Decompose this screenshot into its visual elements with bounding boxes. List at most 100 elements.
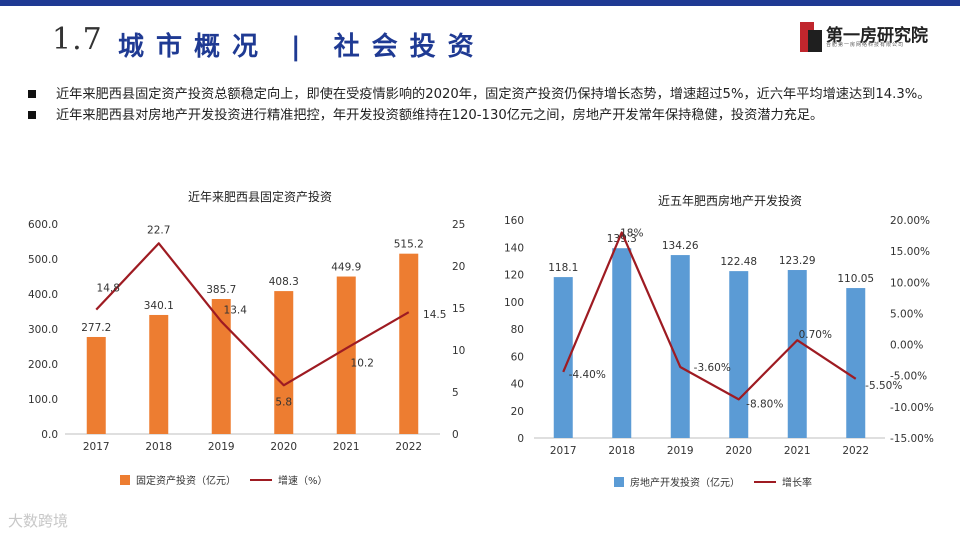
y-left-tick-label: 60 [511,351,524,363]
logo-text: 第一房研究院 [826,26,928,46]
x-tick-label: 2018 [145,441,172,453]
watermark-text: 大数跨境 [8,512,69,530]
summary-bullets: 近年来肥西县固定资产投资总额稳定向上，即使在受疫情影响的2020年，固定资产投资… [28,84,940,126]
legend-bar-label: 房地产开发投资（亿元） [630,478,740,489]
y-right-tick-label: 10.00% [890,277,930,289]
y-right-tick-label: -5.00% [890,371,927,383]
bar-value-label: 277.2 [81,322,111,334]
y-right-tick-label: -15.00% [890,433,934,445]
x-tick-label: 2022 [842,445,869,457]
y-right-tick-label: 15 [452,303,465,315]
bar [86,336,106,434]
y-left-tick-label: 80 [511,324,524,336]
legend-line-swatch [250,478,272,481]
bar [553,277,573,438]
bar-value-label: 449.9 [331,262,361,274]
line-value-label: 13.4 [224,304,248,316]
page-title: 城市概况 | 社会投资 [118,32,486,62]
line-value-label: -3.60% [694,362,731,374]
line-value-label: -4.40% [569,369,606,381]
bar-value-label: 118.1 [548,262,578,274]
bullet-square-icon [28,90,36,98]
line-value-label: 14.8 [97,283,120,295]
line-value-label: -8.80% [746,398,783,410]
y-left-tick-label: 600.0 [28,219,58,231]
series-line [562,231,857,401]
x-tick-label: 2018 [608,445,635,457]
legend-bar-label: 固定资产投资（亿元） [136,476,236,487]
y-left-tick-label: 0.0 [41,429,58,441]
chart1-svg: 0.0 100.0 200.0 300.0 400.0 500.0 600.0 0 5 10 15 2… [28,219,465,453]
y-left-tick-label: 120 [504,270,524,282]
y-right-tick-label: 0 [452,429,459,441]
bar [846,288,866,438]
legend-bar-swatch [614,476,624,487]
chart1-legend: 固定资产投资（亿元） 增速（%） [120,472,328,487]
y-right-tick-label: 25 [452,219,465,231]
line-value-label: 5.8 [275,396,292,408]
y-left-tick-label: 100.0 [28,394,58,406]
chart2-legend: 房地产开发投资（亿元） 增长率 [614,474,812,489]
bar-value-label: 110.05 [837,273,874,285]
bullet-item: 近年来肥西县固定资产投资总额稳定向上，即使在受疫情影响的2020年，固定资产投资… [28,84,940,105]
x-tick-label: 2021 [333,441,360,453]
bar-value-label: 134.26 [662,240,699,252]
x-tick-label: 2019 [208,441,235,453]
bullet-text: 近年来肥西县固定资产投资总额稳定向上，即使在受疫情影响的2020年，固定资产投资… [56,87,931,102]
x-tick-label: 2020 [725,445,752,457]
y-left-tick-label: 100 [504,297,524,309]
y-left-tick-label: 160 [504,215,524,227]
bar [729,271,749,438]
line-value-label: 10.2 [351,357,374,369]
line-value-label: 22.7 [147,224,170,236]
x-tick-label: 2020 [270,441,297,453]
y-right-tick-label: -10.00% [890,402,934,414]
bar-value-label: 385.7 [206,284,236,296]
y-right-tick-label: 20 [452,261,465,273]
bullet-text: 近年来肥西县对房地产开发投资进行精准把控，年开发投资额维持在120-130亿元之… [56,108,824,123]
bar-value-label: 515.2 [394,239,424,251]
bar [612,248,632,438]
y-left-tick-label: 300.0 [28,324,58,336]
bullet-square-icon [28,111,36,119]
x-tick-label: 2019 [667,445,694,457]
legend-line-swatch [754,480,776,483]
line-value-label: 18% [620,227,643,239]
line-value-label: 0.70% [799,329,832,341]
line-value-label: 14.5 [423,309,446,321]
bar-value-label: 340.1 [144,300,174,312]
y-left-tick-label: 500.0 [28,254,58,266]
y-right-tick-label: 10 [452,345,465,357]
logo-subtext: 合肥第一房网络科技有限公司 [826,42,905,48]
line-value-label: -5.50% [865,380,902,392]
legend-bar-swatch [120,474,130,485]
bar-value-label: 122.48 [720,256,757,268]
y-left-tick-label: 200.0 [28,359,58,371]
chart2-title: 近五年肥西房地产开发投资 [657,194,802,208]
bar-value-label: 139.3 [607,233,637,245]
bar [149,314,169,434]
x-tick-label: 2021 [784,445,811,457]
y-left-tick-label: 0 [517,433,524,445]
y-left-tick-label: 400.0 [28,289,58,301]
y-right-tick-label: 0.00% [890,340,923,352]
x-tick-label: 2017 [83,441,110,453]
series-line [95,242,410,387]
y-left-tick-label: 140 [504,242,524,254]
legend-line-label: 增长率 [782,478,812,489]
bar [787,270,807,438]
legend-line-label: 增速（%） [278,476,328,487]
y-left-tick-label: 40 [511,379,524,391]
x-tick-label: 2022 [395,441,422,453]
chart2-svg: 0 20 40 60 80 100 120 140 160 -15.00% -10.00% -5.00… [504,215,934,457]
chart1-title: 近年来肥西县固定资产投资 [187,190,332,204]
bar-value-label: 408.3 [269,276,299,288]
x-tick-label: 2017 [550,445,577,457]
bar [211,299,231,434]
top-accent-bar [0,0,960,6]
bar [670,255,690,438]
bullet-item: 近年来肥西县对房地产开发投资进行精准把控，年开发投资额维持在120-130亿元之… [28,105,940,126]
bar [274,291,294,434]
y-right-tick-label: 5 [452,387,459,399]
bar [399,253,419,434]
